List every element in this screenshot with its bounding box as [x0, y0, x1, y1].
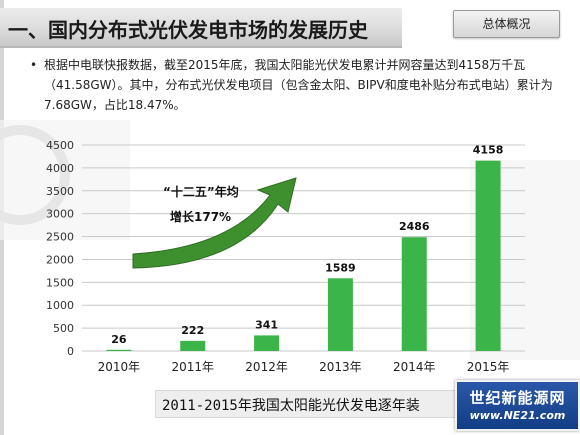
overview-tab-button[interactable]: 总体概况 [453, 10, 560, 38]
x-tick-label: 2012年 [245, 360, 288, 374]
x-tick-label: 2011年 [171, 360, 214, 374]
chart-y-ticks: 0 500 1000 1500 2000 2500 3000 3500 4000 4500 [46, 139, 74, 358]
bar-value-label: 341 [255, 318, 278, 331]
bullet-text: 根据中电联快报数据，截至2015年底，我国太阳能光伏发电累计并网容量达到4158… [44, 58, 553, 112]
bar [106, 349, 132, 351]
chart-gridlines [82, 144, 525, 352]
bullet-dot-icon: • [30, 58, 38, 72]
site-logo[interactable]: 世纪新能源网 www.NE21.com [455, 380, 580, 431]
bullet-paragraph: • 根据中电联快报数据，截至2015年底，我国太阳能光伏发电累计并网容量达到41… [30, 55, 560, 115]
y-tick-label: 500 [53, 322, 74, 335]
bar [180, 340, 206, 351]
y-tick-label: 0 [67, 345, 74, 358]
title-banner: 一、国内分布式光伏发电市场的发展历史 [0, 8, 402, 48]
page-title: 一、国内分布式光伏发电市场的发展历史 [8, 18, 368, 42]
bar [401, 237, 427, 351]
y-tick-label: 4000 [46, 162, 74, 175]
x-tick-label: 2010年 [98, 360, 141, 374]
annotation-line-2: 增长177% [170, 209, 231, 224]
y-tick-label: 2500 [46, 231, 74, 244]
bar [327, 278, 353, 351]
x-tick-label: 2013年 [319, 360, 362, 374]
chart-x-ticks: 2010年 2011年 2012年 2013年 2014年 2015年 [98, 360, 510, 374]
bar-value-label: 222 [181, 324, 204, 337]
bar [254, 335, 280, 351]
annotation-line-1: “十二五”年均 [163, 184, 239, 199]
logo-url: www.NE21.com [469, 409, 566, 422]
x-tick-label: 2015年 [467, 360, 510, 374]
growth-arrow-icon [132, 177, 297, 269]
bar [475, 160, 501, 351]
chart-data-labels: 26 222 341 1589 2486 4158 [111, 144, 503, 346]
x-tick-label: 2014年 [393, 360, 436, 374]
y-tick-label: 3500 [46, 185, 74, 198]
y-tick-label: 2000 [46, 253, 74, 266]
bar-value-label: 26 [111, 333, 127, 346]
y-tick-label: 1500 [46, 276, 74, 289]
bar-value-label: 2486 [399, 220, 430, 233]
y-tick-label: 4500 [46, 139, 74, 152]
y-tick-label: 1000 [46, 299, 74, 312]
logo-name: 世纪新能源网 [469, 389, 566, 407]
chart-caption-box: 2011-2015年我国太阳能光伏发电逐年装 [155, 390, 456, 418]
bar-value-label: 4158 [473, 144, 504, 157]
chart-caption: 2011-2015年我国太阳能光伏发电逐年装 [162, 398, 420, 414]
y-tick-label: 3000 [46, 208, 74, 221]
bar-value-label: 1589 [325, 261, 356, 274]
chart-bars [106, 160, 501, 351]
